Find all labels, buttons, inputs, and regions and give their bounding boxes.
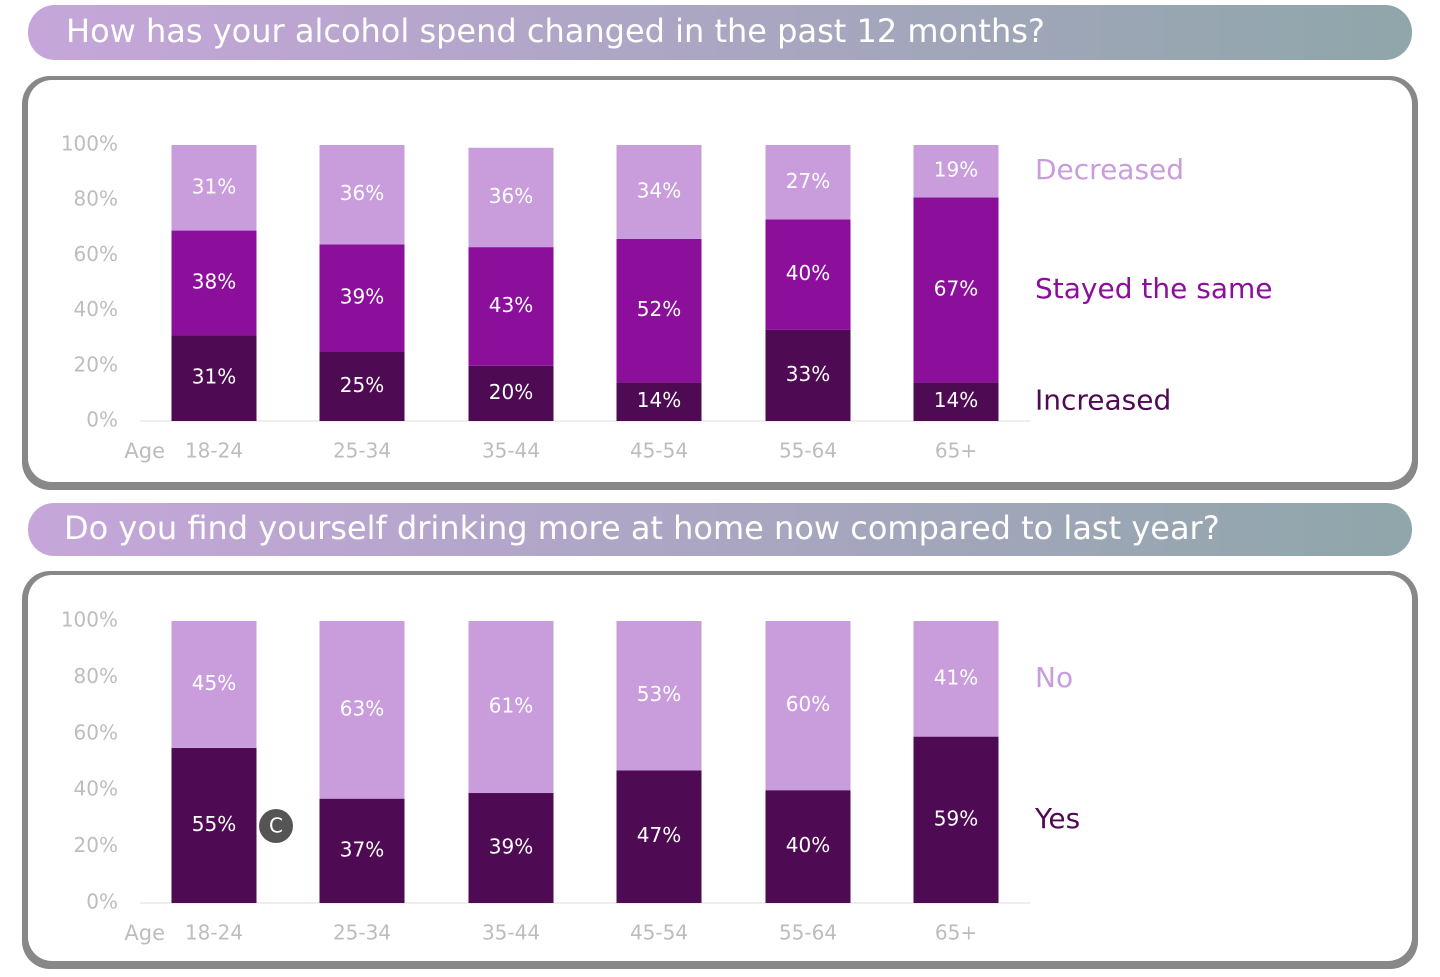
value-label: 41% [934, 665, 978, 689]
value-label: 39% [489, 835, 533, 859]
x-tick-label: 35-44 [482, 439, 540, 463]
value-label: 67% [934, 276, 978, 300]
x-tick-label: 18-24 [185, 439, 243, 463]
badge [259, 809, 293, 843]
bar-segment [616, 770, 702, 903]
x-tick-label: 55-64 [779, 439, 837, 463]
y-tick-label: 80% [74, 664, 118, 688]
value-label: 36% [489, 184, 533, 208]
value-label: 33% [786, 362, 830, 386]
legend-label: No [1035, 661, 1073, 694]
bar-segment [468, 247, 554, 366]
y-tick-label: 40% [74, 777, 118, 801]
value-label: 63% [340, 696, 384, 720]
bar-segment [468, 365, 554, 421]
value-label: 14% [637, 388, 681, 412]
x-tick-label: 25-34 [333, 921, 391, 945]
y-tick-label: 0% [86, 890, 118, 914]
x-tick-label: 65+ [935, 921, 977, 945]
value-label: 31% [192, 174, 236, 198]
value-label: 31% [192, 365, 236, 389]
bar-segment [765, 219, 851, 330]
y-tick-label: 20% [74, 352, 118, 376]
x-tick-label: 45-54 [630, 439, 688, 463]
value-label: 37% [340, 837, 384, 861]
bar-segment [171, 335, 257, 421]
bar-segment [616, 145, 702, 239]
value-label: 43% [489, 293, 533, 317]
x-axis-label: Age [124, 439, 165, 463]
x-tick-label: 65+ [935, 439, 977, 463]
value-label: 55% [192, 812, 236, 836]
x-tick-label: 18-24 [185, 921, 243, 945]
y-tick-label: 80% [74, 187, 118, 211]
bar-segment [765, 145, 851, 220]
x-axis-label: Age [124, 921, 165, 945]
bar-segment [616, 238, 702, 383]
bar-segment [616, 621, 702, 771]
value-label: 14% [934, 388, 978, 412]
bar-segment [913, 145, 999, 198]
bar-segment [319, 621, 405, 799]
value-label: 47% [637, 823, 681, 847]
legend-label: Decreased [1035, 153, 1184, 186]
x-tick-label: 45-54 [630, 921, 688, 945]
bar-segment [913, 197, 999, 383]
value-label: 40% [786, 833, 830, 857]
value-label: 27% [786, 169, 830, 193]
y-tick-label: 60% [74, 242, 118, 266]
value-label: 39% [340, 285, 384, 309]
bar-segment [765, 329, 851, 421]
bar-segment [319, 244, 405, 352]
value-label: 59% [934, 806, 978, 830]
bar-segment [913, 621, 999, 737]
bar-segment [765, 790, 851, 903]
bar-segment [913, 736, 999, 903]
x-tick-label: 35-44 [482, 921, 540, 945]
badge-label: C [269, 814, 283, 838]
bar-segment [913, 382, 999, 421]
chart-title: Do you find yourself drinking more at ho… [64, 509, 1220, 547]
value-label: 34% [637, 178, 681, 202]
bar-segment [765, 621, 851, 791]
legend-label: Increased [1035, 384, 1171, 417]
x-tick-label: 55-64 [779, 921, 837, 945]
y-tick-label: 60% [74, 720, 118, 744]
y-tick-label: 0% [86, 408, 118, 432]
value-label: 19% [934, 158, 978, 182]
bar-segment [616, 382, 702, 421]
value-label: 20% [489, 380, 533, 404]
y-tick-label: 40% [74, 297, 118, 321]
value-label: 25% [340, 373, 384, 397]
legend-label: Yes [1034, 802, 1080, 835]
value-label: 60% [786, 692, 830, 716]
banner [28, 503, 1412, 556]
value-label: 52% [637, 297, 681, 321]
y-tick-label: 100% [61, 132, 118, 156]
value-label: 40% [786, 261, 830, 285]
bar-segment [171, 145, 257, 231]
value-label: 45% [192, 671, 236, 695]
chart-title: How has your alcohol spend changed in th… [66, 12, 1045, 50]
bar-segment [171, 747, 257, 903]
bar-segment [171, 230, 257, 336]
value-label: 38% [192, 270, 236, 294]
value-label: 53% [637, 682, 681, 706]
bar-segment [468, 147, 554, 248]
y-tick-label: 20% [74, 833, 118, 857]
value-label: 61% [489, 694, 533, 718]
bar-segment [468, 793, 554, 903]
bar-segment [468, 621, 554, 794]
legend-label: Stayed the same [1035, 272, 1272, 305]
bar-segment [171, 621, 257, 748]
banner [28, 5, 1412, 60]
y-tick-label: 100% [61, 608, 118, 632]
bar-segment [319, 798, 405, 903]
x-tick-label: 25-34 [333, 439, 391, 463]
value-label: 36% [340, 181, 384, 205]
bar-segment [319, 145, 405, 245]
bar-segment [319, 352, 405, 421]
